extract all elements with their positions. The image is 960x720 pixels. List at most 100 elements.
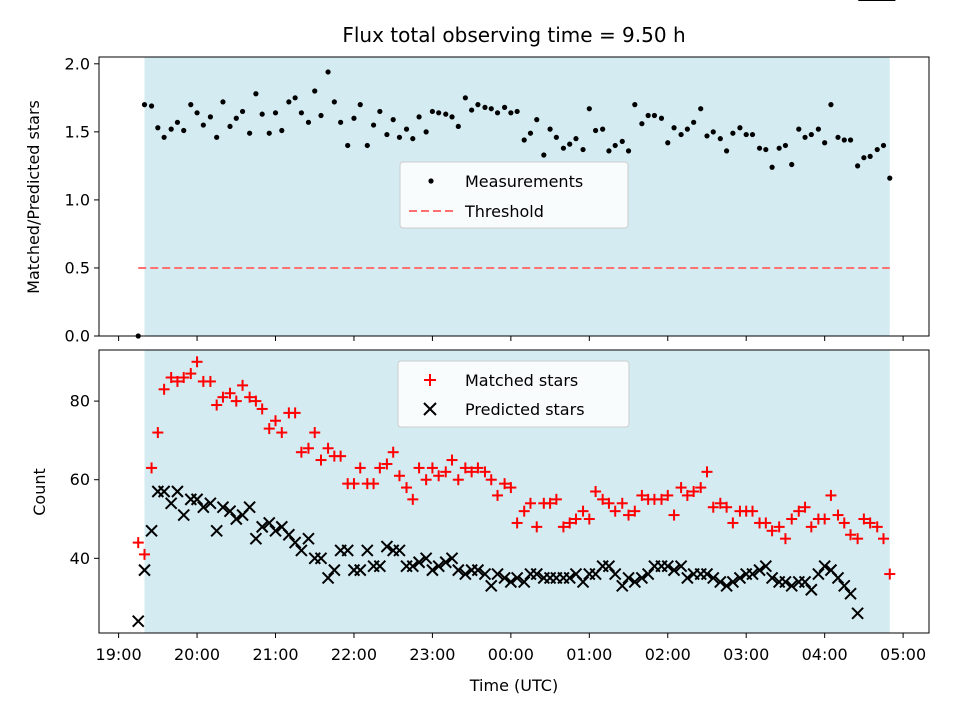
predicted-star-point [641, 567, 655, 581]
measurement-point [298, 110, 305, 116]
predicted-star-point [838, 579, 851, 593]
measurement-point [521, 137, 527, 143]
bottom-panel: 40 60 80 19:00 20:00 21:00 22:00 23:00 00:00 01:… [30, 0, 930, 695]
top-y-axis-ticks: 0.0 0.5 1.0 1.5 2.0 [65, 54, 99, 346]
measurement-point [710, 129, 716, 135]
matched-star-point [413, 462, 425, 474]
matched-star-point [433, 470, 445, 482]
predicted-star-point [785, 579, 798, 593]
measurement-point [547, 126, 553, 132]
predicted-star-point [197, 501, 210, 514]
bottom-x-axis-ticks: 19:00 20:00 21:00 22:00 23:00 00:00 01:00 02:00… [96, 633, 926, 664]
predicted-star-point [485, 579, 498, 593]
matched-star-point [387, 446, 399, 458]
predicted-star-point [726, 575, 740, 589]
x-tick-label: 03:00 [723, 645, 769, 664]
measurement-point [756, 145, 763, 151]
matched-star-point [492, 489, 504, 501]
measurement-point [508, 110, 514, 116]
measurement-point [534, 117, 540, 123]
measurement-point [796, 126, 802, 132]
matched-star-point [381, 458, 393, 470]
measurement-point [423, 129, 429, 135]
measurement-point [651, 112, 658, 119]
measurement-point [488, 106, 494, 112]
measurement-point [449, 114, 455, 120]
measurement-point [678, 131, 684, 138]
measurement-point [305, 119, 312, 125]
matched-star-point [597, 493, 609, 505]
predicted-star-point [426, 563, 439, 577]
x-tick-label: 01:00 [566, 645, 612, 664]
matched-star-point [662, 489, 674, 501]
measurement-point [625, 148, 632, 154]
measurement-point [782, 142, 789, 149]
predicted-star-point [204, 497, 217, 510]
measurement-point [541, 152, 547, 158]
measurement-point [600, 126, 606, 132]
predicted-star-point [157, 485, 171, 498]
measurement-point [684, 126, 690, 132]
predicted-star-point [321, 571, 335, 585]
measurement-point [560, 145, 567, 151]
top-plot-frame [98, 56, 930, 337]
matched-star-point [688, 486, 700, 497]
predicted-star-point [354, 563, 367, 577]
measurement-point [723, 148, 730, 154]
x-tick-label: 02:00 [645, 645, 691, 664]
matched-star-point [786, 513, 798, 525]
predicted-star-point [373, 559, 387, 573]
matched-star-point [557, 521, 569, 533]
measurement-point [632, 102, 638, 108]
predicted-star-point [602, 559, 616, 573]
y-tick-label: 80 [70, 392, 90, 411]
matched-star-point [374, 462, 386, 474]
x-axis-label: Time (UTC) [469, 676, 558, 695]
measurement-point [286, 99, 292, 105]
predicted-star-point [419, 552, 433, 565]
measurement-point [586, 106, 592, 112]
measurement-point [331, 99, 337, 105]
predicted-star-point [263, 516, 276, 530]
measurement-point [168, 126, 174, 132]
measurement-point [749, 131, 756, 138]
predicted-star-point [445, 552, 459, 565]
measurement-point [494, 110, 501, 116]
matched-star-point [244, 391, 256, 403]
predicted-star-point [230, 512, 243, 526]
legend-matched-label: Matched stars [465, 371, 578, 390]
matched-star-point [675, 482, 687, 494]
matched-star-point [146, 462, 158, 474]
predicted-star-point [628, 575, 642, 589]
measurement-point [345, 142, 351, 149]
measurement-point [475, 102, 481, 108]
matched-star-point [420, 474, 432, 486]
measurement-point [665, 140, 671, 146]
matched-star-point [459, 462, 471, 474]
predicted-star-point [765, 571, 779, 585]
predicted-star-point [798, 575, 812, 589]
measurement-point [527, 130, 534, 136]
predicted-star-point [393, 544, 406, 557]
matched-star-point [766, 525, 778, 537]
matched-star-point [322, 442, 334, 454]
predicted-star-point [616, 579, 629, 593]
matched-star-point [499, 478, 511, 490]
measurement-point [148, 103, 155, 109]
measurement-point [580, 146, 586, 153]
matched-star-point [250, 395, 262, 407]
measurement-point [514, 108, 520, 115]
measurement-point [325, 69, 331, 75]
predicted-star-point [439, 556, 452, 569]
measurement-point [312, 88, 318, 94]
predicted-star-point [576, 575, 590, 589]
measurement-point [887, 175, 893, 181]
measurement-point [606, 148, 612, 154]
measurement-point [200, 122, 206, 128]
measurement-point [233, 115, 239, 121]
y-tick-label: 2.0 [65, 54, 90, 73]
matched-star-point [852, 533, 864, 545]
matched-star-point [165, 372, 177, 384]
matched-star-point [446, 454, 458, 466]
measurement-point [455, 123, 461, 130]
